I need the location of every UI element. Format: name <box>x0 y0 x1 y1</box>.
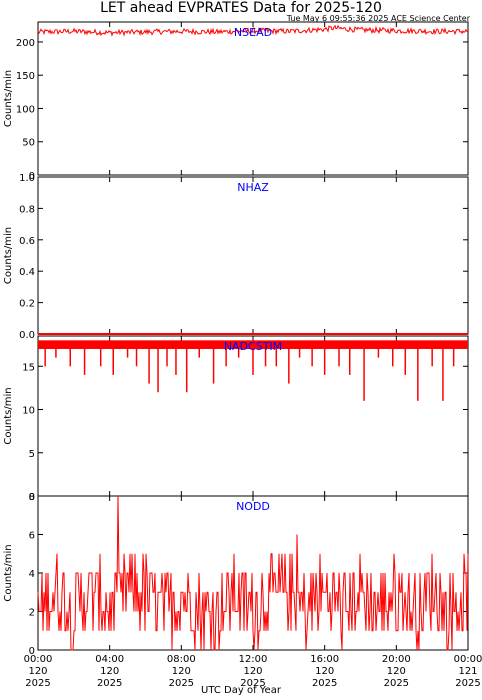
x-tick-label: 00:00 <box>454 654 482 665</box>
x-tick-label: 04:00 <box>95 654 124 665</box>
nsead-y-axis-label: Counts/min <box>3 70 14 127</box>
x-tick-label: 2025 <box>97 678 122 689</box>
nodd-series-line <box>37 495 469 651</box>
nsead-plot-frame <box>37 21 469 176</box>
nhaz-ytick-label: 0.4 <box>19 267 35 278</box>
x-tick-label: 120 <box>28 666 47 677</box>
x-tick-label: 00:00 <box>24 654 53 665</box>
nadcstim-y-axis-label: Counts/min <box>3 387 14 444</box>
nhaz-ytick-label: 0.2 <box>19 299 35 310</box>
x-tick-label: 2025 <box>455 678 480 689</box>
nsead-series-line <box>37 24 469 37</box>
x-tick-label: 120 <box>243 666 262 677</box>
x-tick-label: 2025 <box>25 678 50 689</box>
x-tick-label: 120 <box>100 666 119 677</box>
nhaz-ytick-label: 0.8 <box>19 204 35 215</box>
x-tick-label: 16:00 <box>310 654 339 665</box>
x-axis-label: UTC Day of Year <box>201 685 281 696</box>
nsead-ytick-label: 200 <box>16 38 35 49</box>
x-tick-label: 121 <box>458 666 477 677</box>
nsead-ytick-label: 150 <box>16 71 35 82</box>
nhaz-ytick-label: 1.0 <box>19 173 35 184</box>
nhaz-ytick-label: 0.0 <box>19 330 35 341</box>
nadcstim-ytick-label: 0 <box>29 492 35 503</box>
nodd-y-axis-label: Counts/min <box>3 544 14 601</box>
x-tick-label: 2025 <box>169 678 194 689</box>
x-tick-label: 120 <box>315 666 334 677</box>
nodd-ytick-label: 4 <box>29 569 35 580</box>
nadcstim-ytick-label: 10 <box>22 406 35 417</box>
nadcstim-series-band <box>38 340 468 349</box>
nadcstim-ytick-label: 15 <box>22 362 35 373</box>
nhaz-ytick-label: 0.6 <box>19 236 35 247</box>
nadcstim-ytick-label: 5 <box>29 449 35 460</box>
x-tick-label: 12:00 <box>239 654 268 665</box>
chart-title: LET ahead EVPRATES Data for 2025-120 <box>100 0 382 16</box>
nhaz-y-axis-label: Counts/min <box>3 227 14 284</box>
x-tick-label: 2025 <box>384 678 409 689</box>
nsead-ytick-label: 100 <box>16 104 35 115</box>
nadcstim-panel-label: NADCSTIM <box>224 340 282 353</box>
nhaz-panel-label: NHAZ <box>237 181 269 194</box>
nodd-panel-label: NODD <box>236 500 270 513</box>
nodd-ytick-label: 8 <box>29 492 35 503</box>
chart-timestamp: Tue May 6 09:55:36 2025 ACE Science Cent… <box>286 14 470 23</box>
x-tick-label: 2025 <box>312 678 337 689</box>
x-tick-label: 2025 <box>240 678 265 689</box>
x-tick-label: 120 <box>387 666 406 677</box>
x-tick-label: 08:00 <box>167 654 196 665</box>
nodd-ytick-label: 6 <box>29 531 35 542</box>
x-tick-label: 20:00 <box>382 654 411 665</box>
nsead-ytick-label: 0 <box>29 171 35 182</box>
nsead-ytick-label: 50 <box>22 138 35 149</box>
x-tick-label: 120 <box>172 666 191 677</box>
nodd-ytick-label: 0 <box>29 646 35 657</box>
nhaz-plot-frame <box>37 176 469 335</box>
nodd-ytick-label: 2 <box>29 608 35 619</box>
nsead-panel-label: NSEAD <box>234 26 272 39</box>
